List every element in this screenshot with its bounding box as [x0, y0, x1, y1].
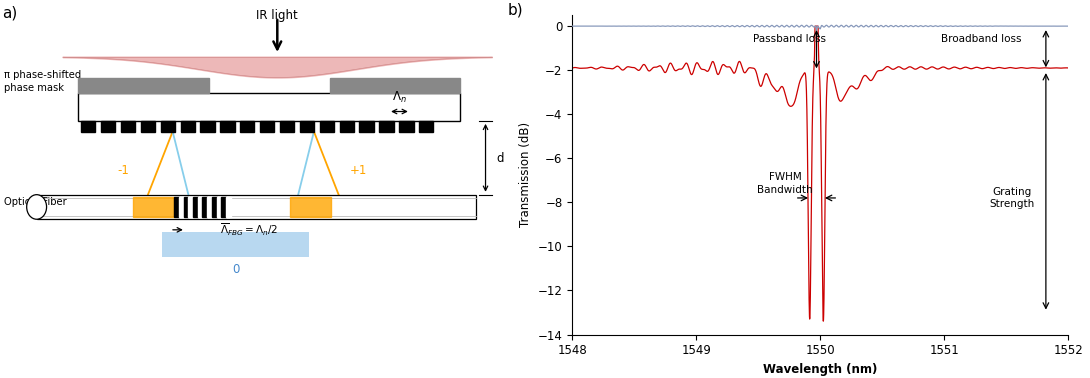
Bar: [193, 197, 197, 217]
Ellipse shape: [26, 195, 47, 219]
Text: 0: 0: [232, 263, 239, 276]
Text: FWHM
Bandwidth: FWHM Bandwidth: [758, 172, 813, 195]
Bar: [360, 121, 374, 132]
Bar: [203, 197, 207, 217]
Bar: [189, 197, 193, 217]
Bar: [133, 197, 174, 217]
Bar: [37, 195, 476, 219]
Y-axis label: Transmission (dB): Transmission (dB): [519, 122, 532, 228]
Bar: [179, 197, 183, 217]
Bar: [174, 197, 179, 217]
Text: a): a): [2, 6, 17, 21]
X-axis label: Wavelength (nm): Wavelength (nm): [763, 363, 877, 376]
Text: IR light: IR light: [256, 9, 299, 22]
Bar: [183, 197, 189, 217]
Text: -1: -1: [117, 164, 129, 177]
Text: Optical Fiber: Optical Fiber: [4, 197, 66, 207]
Text: +1: +1: [350, 164, 367, 177]
Bar: [280, 121, 294, 132]
Bar: [319, 121, 334, 132]
Text: d: d: [496, 152, 504, 164]
Bar: [340, 121, 354, 132]
Bar: [226, 197, 231, 217]
Text: $\Lambda_n$: $\Lambda_n$: [391, 90, 407, 105]
Bar: [221, 197, 226, 217]
Bar: [121, 121, 135, 132]
Text: Grating
Strength: Grating Strength: [990, 187, 1036, 209]
Bar: [290, 197, 331, 217]
Bar: [197, 197, 203, 217]
Bar: [379, 121, 393, 132]
Bar: [141, 121, 155, 132]
Bar: [399, 121, 413, 132]
Bar: [101, 121, 116, 132]
Bar: [329, 78, 460, 93]
Text: Broadband loss: Broadband loss: [941, 34, 1021, 44]
Text: b): b): [508, 2, 523, 17]
Bar: [211, 197, 217, 217]
Bar: [207, 197, 211, 217]
Bar: [181, 121, 195, 132]
Bar: [217, 197, 221, 217]
Bar: [240, 121, 254, 132]
Text: Passband loss: Passband loss: [753, 34, 826, 44]
Bar: [162, 232, 308, 257]
Bar: [78, 78, 209, 93]
Bar: [160, 121, 174, 132]
Bar: [201, 121, 215, 132]
Bar: [78, 93, 460, 121]
Bar: [261, 121, 275, 132]
Bar: [81, 121, 96, 132]
Bar: [419, 121, 434, 132]
Text: π phase-shifted
phase mask: π phase-shifted phase mask: [4, 70, 82, 93]
Text: $\overline{\Lambda}_{FBG}=\Lambda_n/2$: $\overline{\Lambda}_{FBG}=\Lambda_n/2$: [219, 222, 278, 238]
Bar: [300, 121, 314, 132]
Bar: [220, 121, 234, 132]
